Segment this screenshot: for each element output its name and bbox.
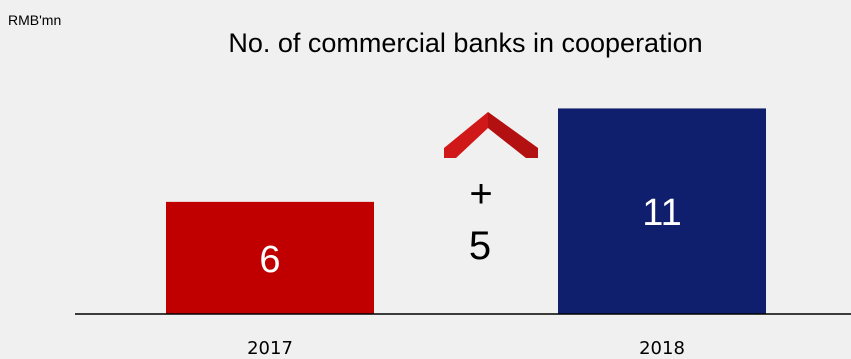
delta-sign: + [469, 172, 493, 216]
bars-layer: 6 11 [166, 108, 766, 314]
bar-2017 [166, 201, 374, 314]
bar-value-label: 6 [259, 239, 280, 281]
chevron-up-icon [444, 112, 538, 158]
delta-value: 5 [468, 224, 492, 268]
x-tick-label: 2018 [639, 338, 685, 359]
x-tick-label: 2017 [247, 338, 293, 359]
bar-value-label: 11 [642, 192, 681, 234]
chart-title: No. of commercial banks in cooperation [228, 28, 703, 58]
unit-label: RMB'mn [8, 12, 62, 28]
bar-2018 [558, 108, 766, 314]
